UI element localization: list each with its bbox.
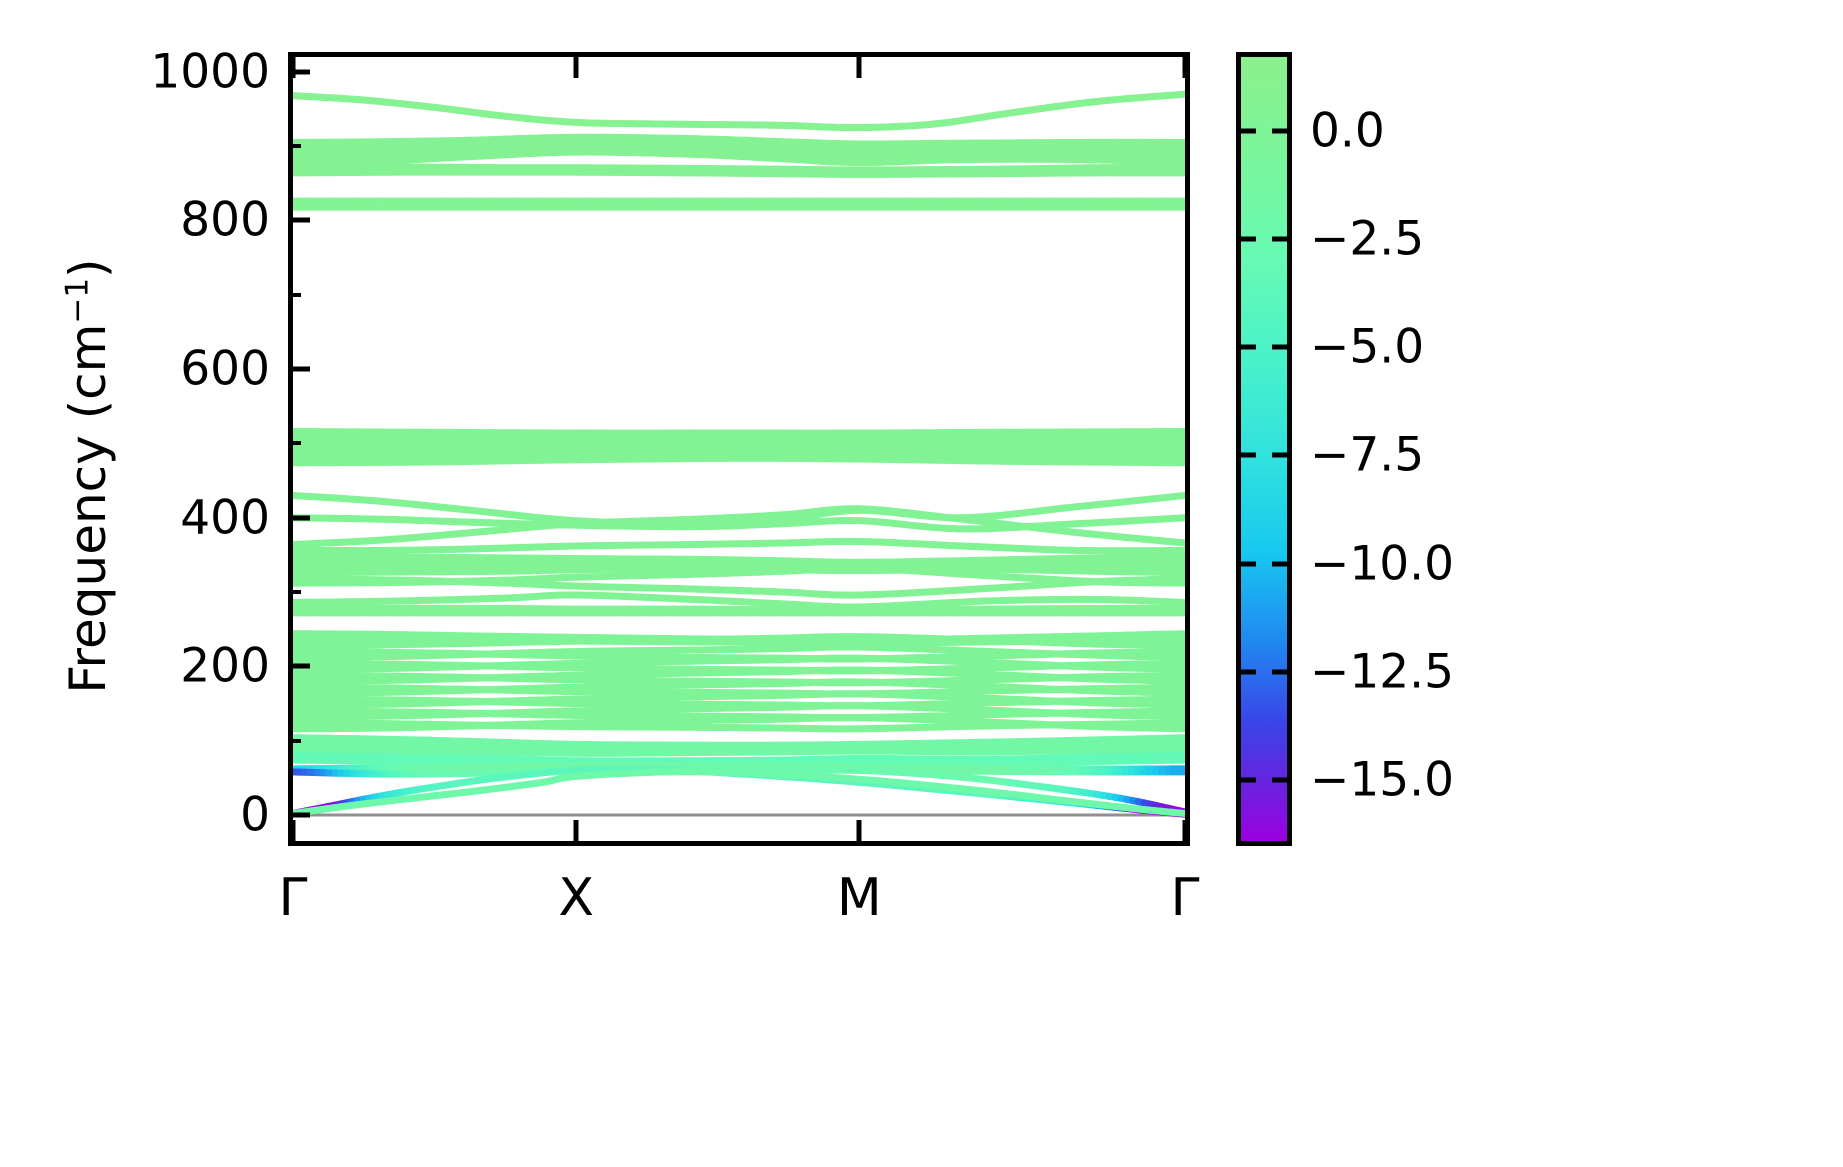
x-tick-mark (1182, 820, 1188, 846)
y-axis-label: Frequency (cm−1) (59, 96, 117, 856)
y-tick-mark-minor (288, 441, 301, 446)
plot-area (288, 52, 1190, 846)
y-tick-mark-minor (288, 144, 301, 149)
band-line (293, 133, 1185, 148)
colorbar-tick-label: −15.0 (1310, 752, 1455, 808)
band-line (293, 428, 1185, 437)
band-line (293, 505, 1185, 548)
band-line (293, 702, 1185, 721)
x-tick-label: Γ (278, 868, 308, 928)
band-line (293, 768, 1185, 817)
y-tick-label: 400 (180, 490, 270, 546)
band-line (293, 537, 1185, 555)
x-tick-mark (856, 820, 862, 846)
y-tick-mark (288, 515, 310, 521)
colorbar-tick-mark (1272, 452, 1292, 458)
band-line (293, 654, 1185, 673)
y-tick-mark (288, 812, 310, 818)
x-tick-label: M (836, 868, 882, 928)
y-axis-label-paren: ) (59, 258, 117, 278)
colorbar-tick-label: 0.0 (1310, 103, 1385, 159)
colorbar-tick-label: −5.0 (1310, 319, 1425, 375)
y-tick-mark-minor (288, 738, 301, 743)
colorbar (1236, 52, 1292, 846)
band-line (293, 633, 1185, 650)
band-line (293, 643, 1185, 661)
colorbar-tick-mark (1236, 344, 1256, 350)
colorbar-tick-mark (1272, 236, 1292, 242)
x-tick-mark-top (290, 52, 296, 78)
y-tick-label: 800 (180, 192, 270, 248)
y-tick-mark (288, 69, 310, 75)
band-line (293, 148, 1185, 167)
band-line (293, 746, 1185, 757)
colorbar-gradient (1241, 57, 1287, 841)
band-line (293, 168, 1185, 178)
colorbar-tick-label: −12.5 (1310, 644, 1455, 700)
x-tick-mark (573, 820, 579, 846)
y-tick-mark (288, 366, 310, 372)
colorbar-tick-mark (1236, 128, 1256, 134)
y-tick-mark (288, 217, 310, 223)
y-tick-mark (288, 663, 310, 669)
phonon-bands (293, 90, 1185, 818)
colorbar-tick-label: −2.5 (1310, 211, 1425, 267)
y-tick-label: 200 (180, 638, 270, 694)
band-line (293, 431, 1185, 441)
x-tick-mark-top (1182, 52, 1188, 78)
colorbar-tick-mark (1272, 561, 1292, 567)
band-line (293, 564, 1185, 587)
colorbar-tick-mark (1236, 669, 1256, 675)
colorbar-tick-mark (1236, 561, 1256, 567)
y-axis-ticks: 0 200 400 600 800 1000 (20, 0, 270, 1167)
band-line (293, 690, 1185, 709)
colorbar-tick-mark (1272, 128, 1292, 134)
band-line (293, 454, 1185, 467)
x-tick-label: X (558, 868, 595, 928)
band-line (293, 678, 1185, 697)
band-line (293, 90, 1185, 132)
colorbar-tick-mark (1272, 344, 1292, 350)
y-tick-mark-minor (288, 590, 301, 595)
band-line (293, 436, 1185, 447)
colorbar-tick-mark (1272, 669, 1292, 675)
colorbar-tick-label: −7.5 (1310, 427, 1425, 483)
band-line (293, 450, 1185, 461)
y-tick-label: 600 (180, 341, 270, 397)
band-line (293, 734, 1185, 749)
band-line (293, 666, 1185, 685)
x-tick-mark-top (573, 52, 579, 78)
y-tick-label: 0 (240, 787, 270, 843)
band-line (293, 440, 1185, 452)
colorbar-tick-label: −10.0 (1310, 536, 1455, 592)
band-line (293, 445, 1185, 456)
x-tick-label: Γ (1170, 868, 1200, 928)
y-tick-mark-minor (288, 292, 301, 297)
y-tick-label: 1000 (150, 44, 270, 100)
colorbar-tick-mark (1272, 777, 1292, 783)
y-axis-label-exponent: −1 (59, 277, 96, 324)
y-axis-label-text: Frequency (cm (59, 323, 117, 694)
x-tick-mark (290, 820, 296, 846)
colorbar-tick-mark (1236, 236, 1256, 242)
band-line (293, 714, 1185, 733)
colorbar-tick-mark (1236, 452, 1256, 458)
colorbar-tick-mark (1236, 777, 1256, 783)
x-tick-mark-top (856, 52, 862, 78)
